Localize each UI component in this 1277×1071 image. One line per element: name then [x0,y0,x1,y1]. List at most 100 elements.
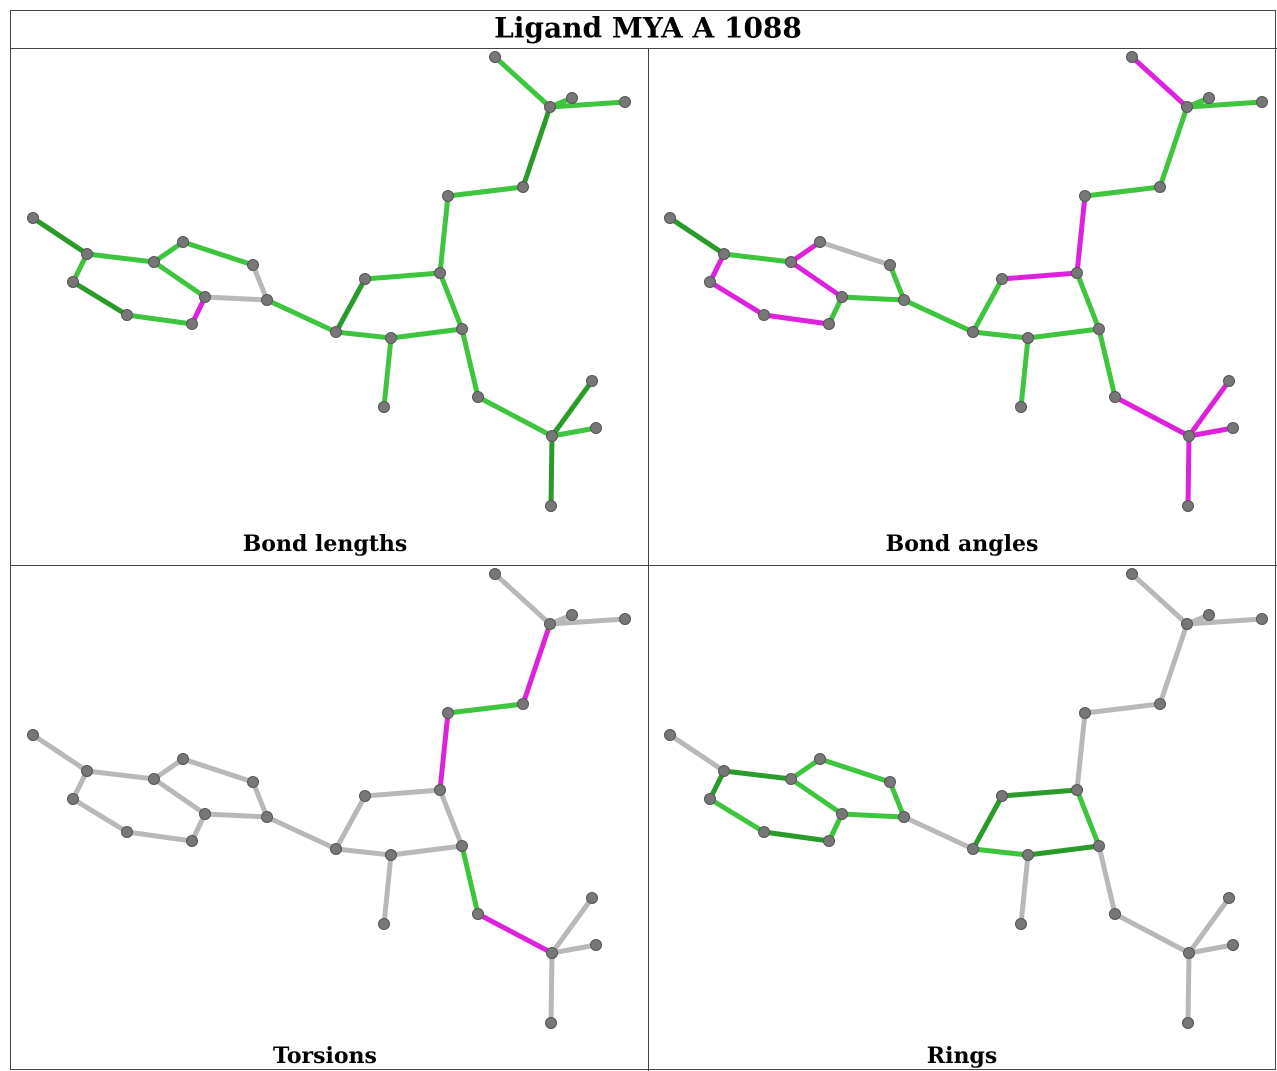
bond [30,732,90,774]
atom [186,318,198,330]
bond [333,846,394,858]
bond [492,571,553,627]
frame [10,10,1276,1070]
atom [359,790,371,802]
atom [1181,618,1193,630]
bond [475,394,555,439]
bond [475,911,555,956]
atom [898,811,910,823]
atom [489,51,501,63]
atom [664,729,676,741]
atom [1109,391,1121,403]
bond [1112,394,1192,439]
atom [1015,918,1027,930]
atom [1022,849,1034,861]
atom [1126,568,1138,580]
bond [1074,710,1088,793]
bond [1018,852,1031,927]
atom [1223,892,1235,904]
atom [472,908,484,920]
atom [177,753,189,765]
atom [967,326,979,338]
bond [437,193,451,276]
bond [1157,621,1190,707]
bond [547,99,628,110]
atom [566,609,578,621]
bond [761,829,832,844]
panel-label: Bond angles [886,531,1039,557]
atom [121,826,133,838]
bond [388,843,465,858]
bond [1025,843,1102,858]
atom [1079,190,1091,202]
atom [1203,92,1215,104]
bond [1129,571,1190,627]
atom [148,256,160,268]
molecules [27,51,1268,1029]
atom [566,92,578,104]
atom [359,273,371,285]
atom [546,947,558,959]
bond [549,942,599,956]
bond [548,950,555,1026]
bond [1074,270,1102,332]
bond [362,270,443,282]
bond [520,104,553,190]
bond [1096,843,1118,917]
atom [1183,947,1195,959]
atom [586,375,598,387]
atom [434,267,446,279]
atom [1223,375,1235,387]
atom [544,618,556,630]
atom [836,291,848,303]
bond [1074,787,1102,849]
bond [547,616,628,627]
atom [545,1017,557,1029]
atom [1079,707,1091,719]
bond [667,732,727,774]
atom [81,248,93,260]
atom [199,808,211,820]
atom [1015,401,1027,413]
atom [261,811,273,823]
bond [264,297,339,335]
atom [1126,51,1138,63]
atom [186,835,198,847]
atom [836,808,848,820]
bond [381,335,394,410]
bond [437,787,465,849]
bond [887,779,907,820]
bond [1186,942,1236,956]
bond [333,276,368,335]
bond [84,768,157,782]
bond [445,184,526,199]
bond [761,312,832,327]
atom [378,401,390,413]
atom [704,793,716,805]
atom [619,613,631,625]
bond [492,54,553,110]
atom [884,776,896,788]
atom [1256,613,1268,625]
bond [437,270,465,332]
atom [785,773,797,785]
bond [721,768,794,782]
atom [544,101,556,113]
bond [970,846,1031,858]
atom [330,843,342,855]
bond [151,259,208,300]
bond [362,787,443,799]
atom [1256,96,1268,108]
atom [996,273,1008,285]
bond [887,262,907,303]
bond [70,796,130,835]
bond [180,756,256,785]
atom [718,765,730,777]
bond [1112,911,1192,956]
bond [999,787,1080,799]
atom [1203,609,1215,621]
bond [549,895,595,956]
bond [1018,335,1031,410]
bond [1184,616,1265,627]
bond [1186,378,1232,439]
